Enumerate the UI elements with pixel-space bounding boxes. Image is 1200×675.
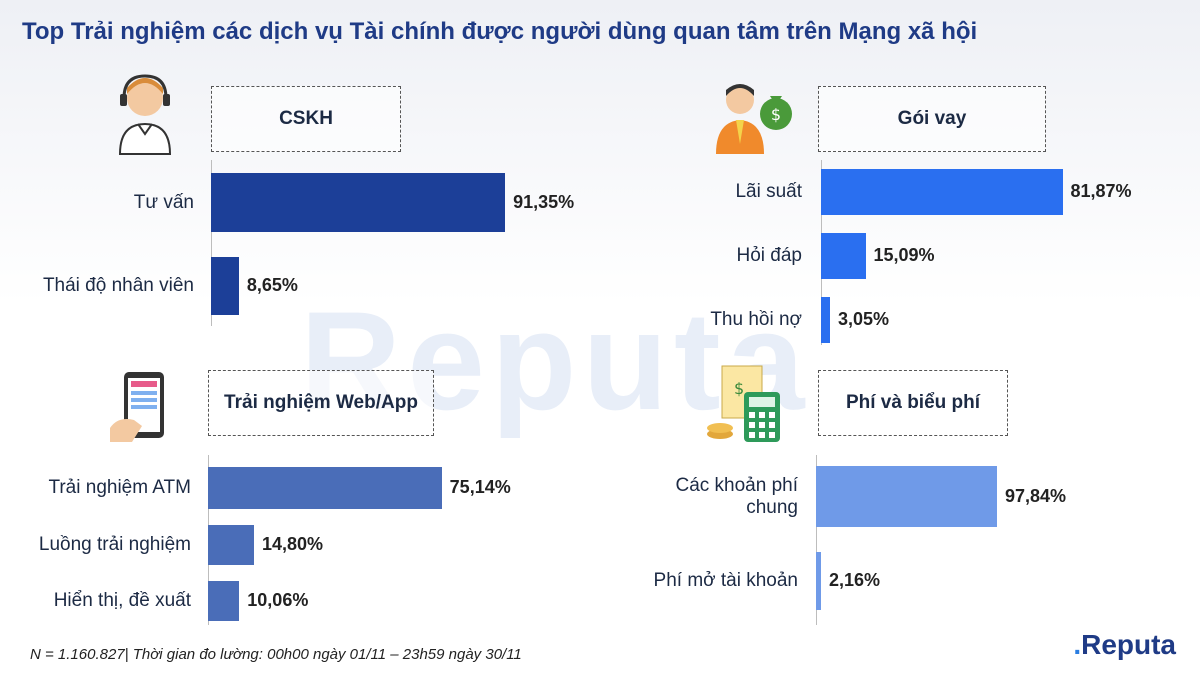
money-bag-icon: $ — [716, 84, 792, 154]
phone-app-icon — [110, 372, 164, 442]
axis-line — [211, 160, 212, 326]
category-label: Hỏi đáp — [736, 245, 803, 266]
category-box-cskh: CSKH — [211, 86, 401, 152]
bar — [821, 233, 866, 279]
category-label: Luồng trải nghiệm — [38, 534, 191, 555]
category-box-web-app: Trải nghiệm Web/App — [208, 370, 434, 436]
category-label: Thu hồi nợ — [710, 309, 802, 330]
category-label: Hiển thị, đề xuất — [53, 590, 191, 611]
data-label: 75,14% — [449, 477, 511, 497]
bar — [816, 466, 997, 527]
svg-text:$: $ — [734, 379, 744, 398]
data-label: 8,65% — [246, 275, 298, 295]
calculator-fee-icon: $ — [707, 365, 780, 442]
data-label: 2,16% — [829, 570, 881, 590]
data-label: 10,06% — [247, 590, 309, 610]
bar — [211, 257, 239, 315]
axis-line — [816, 455, 817, 625]
data-label: 3,05% — [837, 309, 890, 329]
page-title: Top Trải nghiệm các dịch vụ Tài chính đư… — [22, 18, 978, 45]
bar — [816, 552, 821, 610]
category-label: Tư vấn — [133, 191, 194, 213]
category-label: Các khoản phí chung — [675, 474, 798, 518]
bar — [208, 467, 442, 509]
category-label: Trải nghiệm ATM — [48, 477, 191, 498]
category-label: Lãi suất — [735, 181, 802, 202]
reputa-logo: .Reputa — [1073, 629, 1176, 660]
category-label: Phí mở tài khoản — [653, 570, 798, 591]
footnote: N = 1.160.827| Thời gian đo lường: 00h00… — [30, 646, 522, 663]
bar — [821, 169, 1063, 215]
category-box-phi: Phí và biểu phí — [818, 370, 1008, 436]
data-label: 81,87% — [1070, 181, 1132, 201]
bar — [821, 297, 830, 343]
category-box-goi-vay: Gói vay — [818, 86, 1046, 152]
data-label: 14,80% — [262, 534, 324, 554]
bar — [208, 525, 255, 565]
data-label: 97,84% — [1005, 485, 1067, 506]
category-label: Thái độ nhân viên — [42, 275, 194, 296]
data-label: 15,09% — [873, 245, 935, 265]
bar — [208, 581, 240, 621]
bar — [211, 173, 506, 232]
customer-service-icon — [118, 74, 172, 155]
svg-text:$: $ — [771, 105, 781, 124]
data-label: 91,35% — [513, 191, 575, 212]
